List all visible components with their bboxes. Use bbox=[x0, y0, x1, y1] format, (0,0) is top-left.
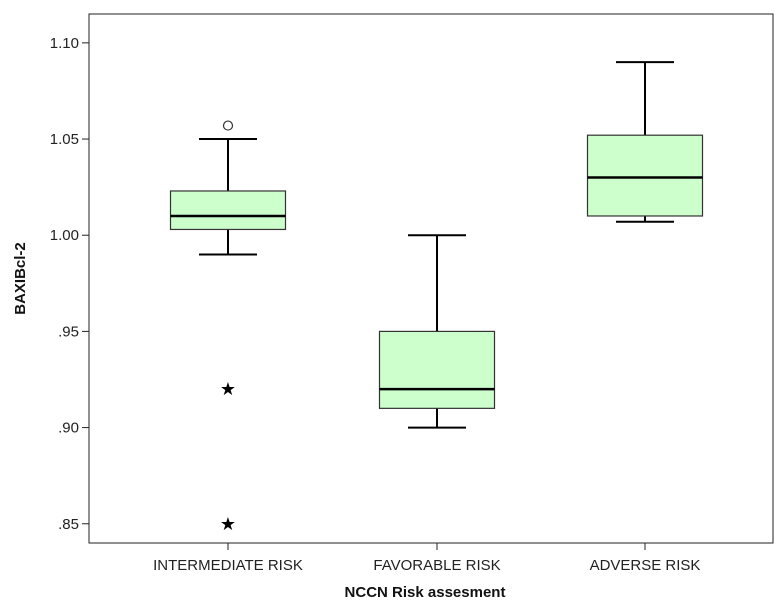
extreme-point: ★ bbox=[220, 514, 236, 535]
y-tick-label: .90 bbox=[58, 420, 79, 437]
x-tick-label: FAVORABLE RISK bbox=[373, 557, 500, 574]
box-group bbox=[378, 234, 496, 429]
x-axis-title: NCCN Risk assesment bbox=[345, 584, 506, 601]
extreme-point: ★ bbox=[220, 379, 236, 400]
x-tick-label: INTERMEDIATE RISK bbox=[153, 557, 303, 574]
y-tick-label: 1.05 bbox=[50, 131, 79, 148]
iqr-box bbox=[586, 134, 704, 217]
box-group: ★★ bbox=[169, 120, 287, 535]
y-tick-label: 1.00 bbox=[50, 227, 79, 244]
y-axis-title: BAXIBcl-2 bbox=[12, 242, 29, 315]
x-tick-label: ADVERSE RISK bbox=[590, 557, 701, 574]
iqr-box bbox=[378, 330, 496, 409]
axes: .85 .90 .95 1.00 1.05 1.10 INTERMEDIATE RISK FA… bbox=[50, 13, 774, 574]
box-group bbox=[586, 61, 704, 223]
y-tick-label: .85 bbox=[58, 516, 79, 533]
outlier-point bbox=[222, 120, 234, 131]
plot-frame bbox=[88, 13, 774, 544]
iqr-box bbox=[169, 190, 287, 231]
plot-area: ★★ bbox=[169, 61, 704, 535]
y-tick-label: .95 bbox=[58, 323, 79, 340]
y-tick-label: 1.10 bbox=[50, 35, 79, 52]
